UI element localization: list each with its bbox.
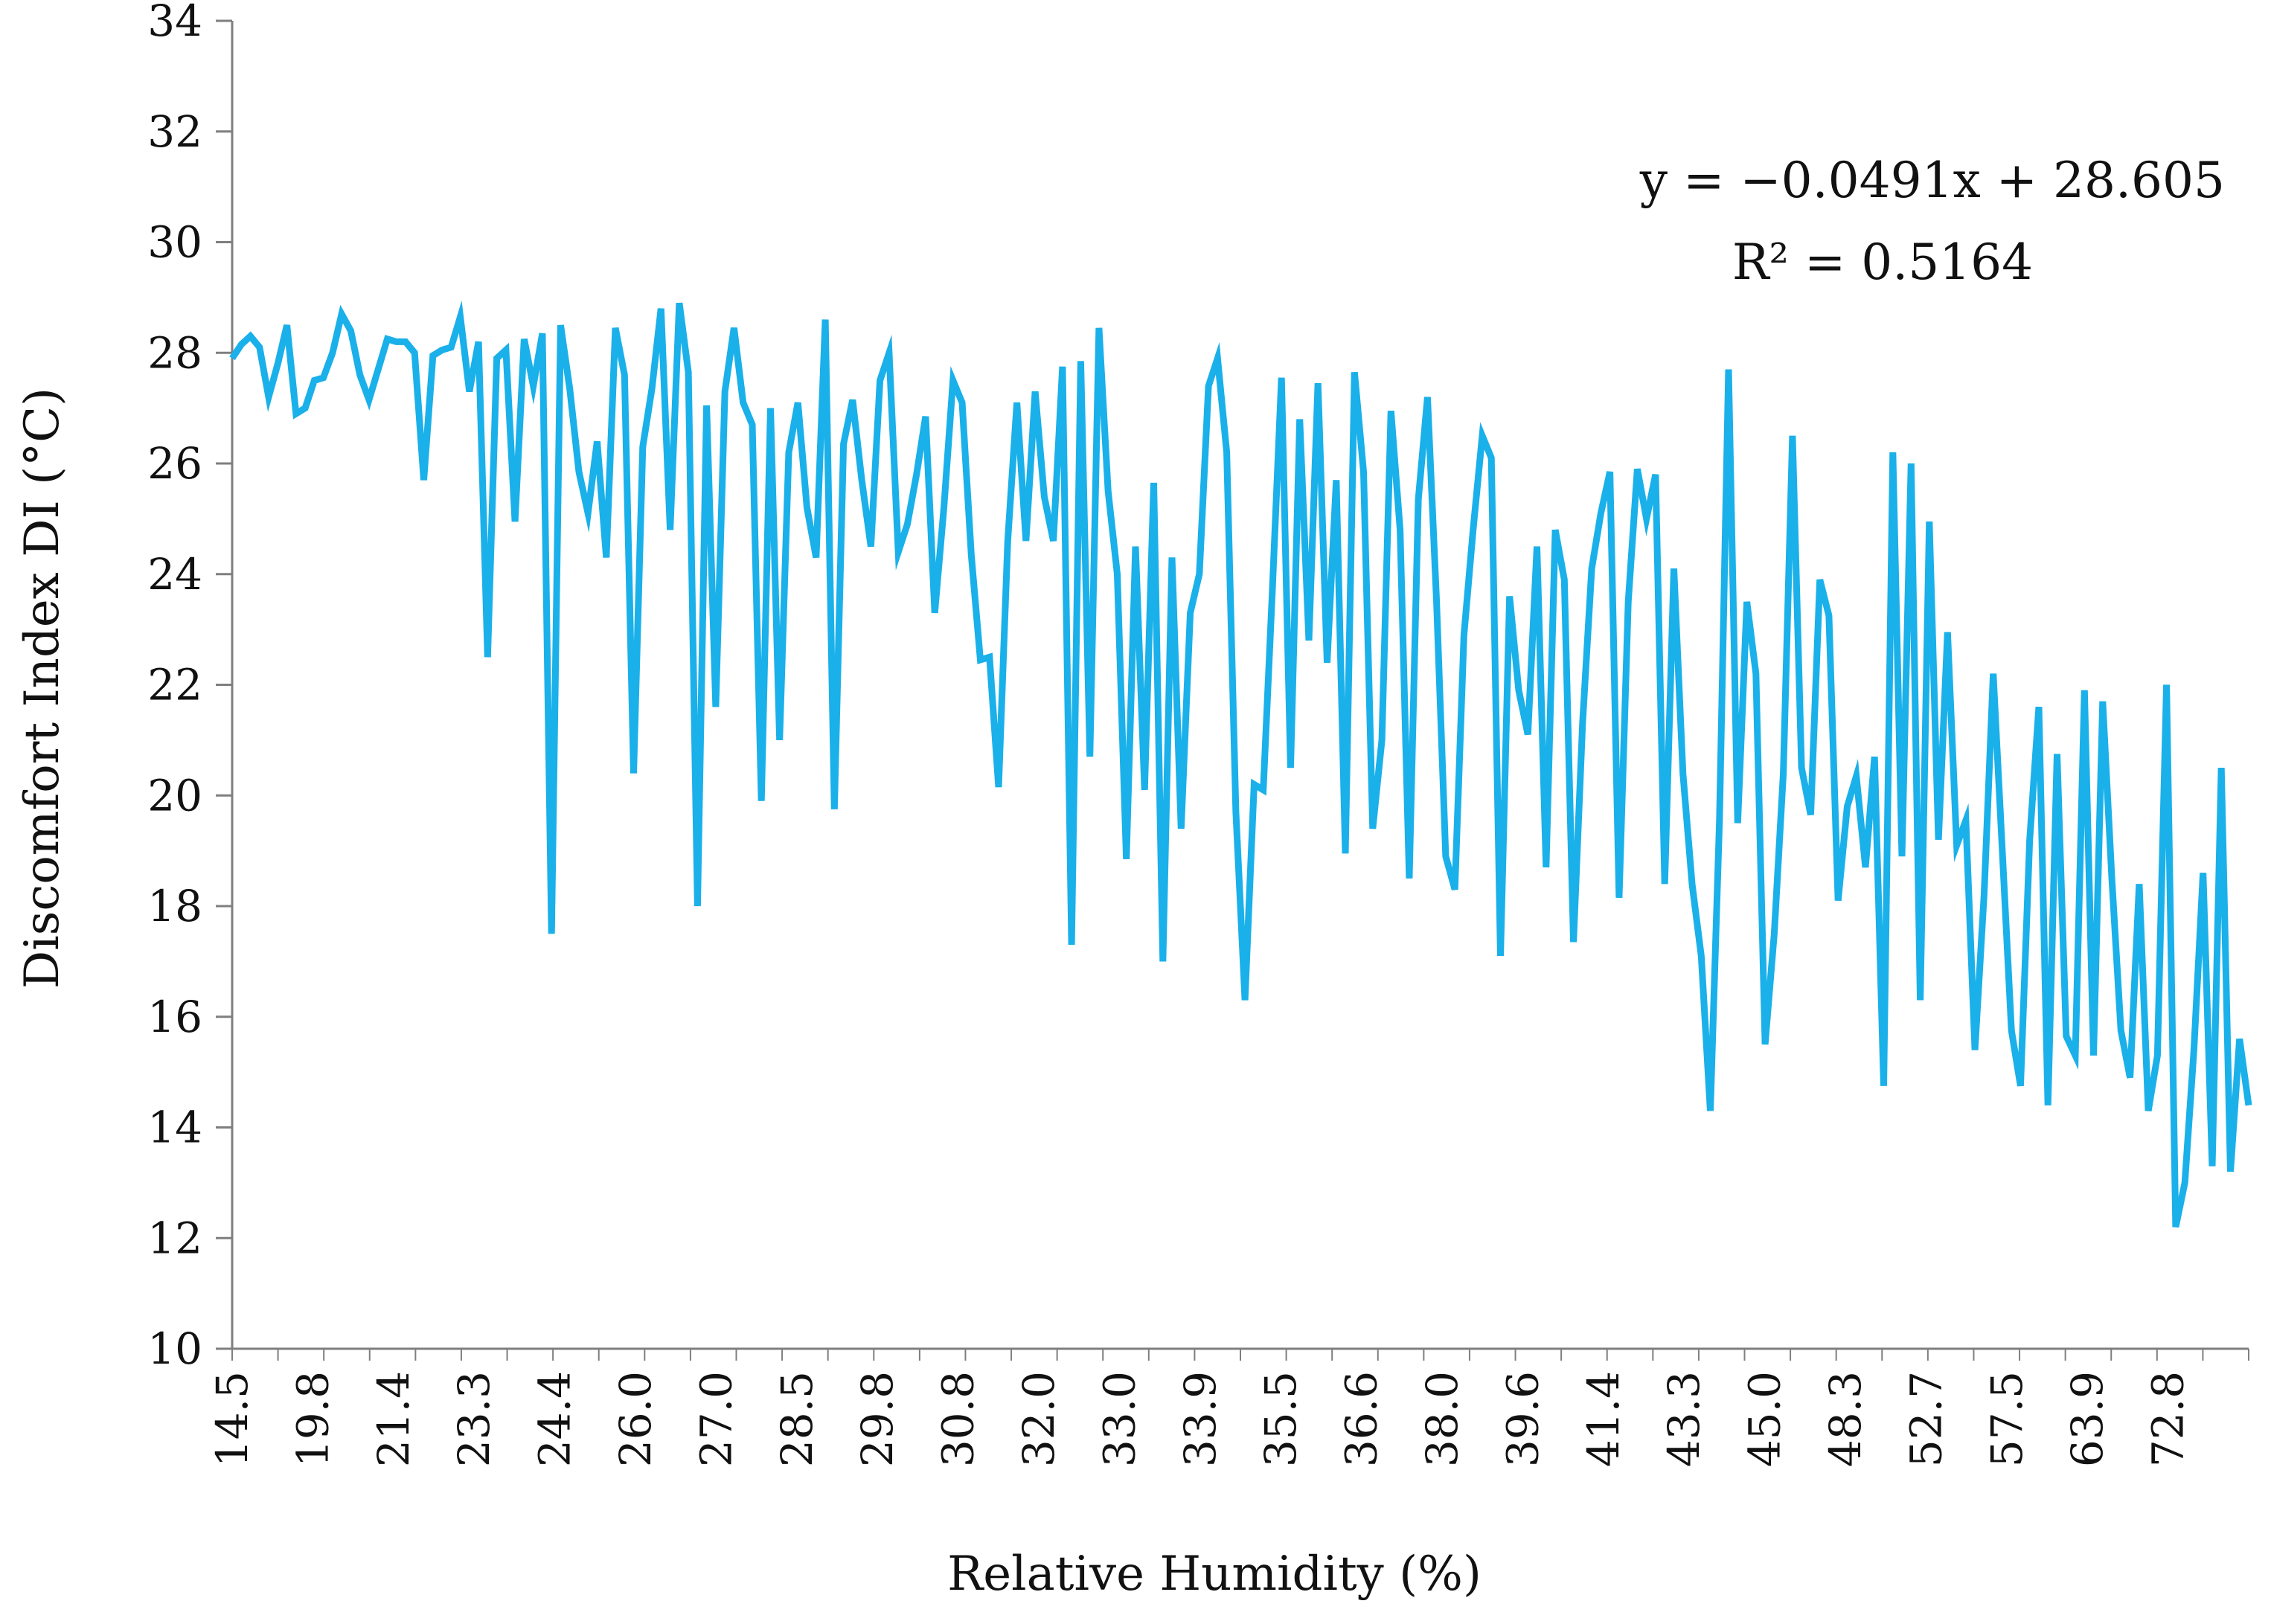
trendline-equation: y = −0.0491x + 28.605	[1639, 152, 2225, 209]
x-tick-label: 26.0	[610, 1371, 661, 1467]
y-tick-label: 14	[147, 1103, 202, 1153]
y-tick-label: 20	[147, 770, 202, 821]
y-tick-label: 26	[147, 438, 202, 489]
x-tick-label: 57.5	[1982, 1371, 2032, 1467]
y-tick-label: 34	[147, 0, 202, 46]
x-tick-label: 21.4	[368, 1371, 419, 1467]
x-axis-title: Relative Humidity (%)	[947, 1547, 1482, 1602]
x-tick-label: 52.7	[1900, 1371, 1951, 1467]
y-tick-label: 22	[147, 660, 202, 710]
x-tick-label: 72.8	[2143, 1371, 2194, 1467]
x-tick-label: 45.0	[1740, 1371, 1790, 1467]
series-layer	[229, 301, 2252, 1228]
y-tick-label: 28	[147, 327, 202, 378]
x-tick-label: 35.5	[1255, 1371, 1306, 1467]
x-tick-label: 29.8	[852, 1371, 903, 1467]
x-tick-label: 23.3	[449, 1371, 499, 1467]
x-tick-label: 14.5	[207, 1371, 257, 1467]
x-tick-label: 39.6	[1497, 1371, 1548, 1467]
x-tick-label: 33.0	[1094, 1371, 1144, 1467]
x-tick-label: 19.8	[287, 1371, 338, 1467]
x-tick-label: 41.4	[1578, 1371, 1629, 1467]
y-tick-label: 32	[147, 106, 202, 157]
y-tick-label: 30	[147, 217, 202, 268]
x-axis: 14.5 19.8 21.4 23.3 24.4 26.0 27.0 28.5 29.8 30.8…	[207, 1347, 2249, 1467]
y-tick-label: 18	[147, 881, 202, 931]
y-tick-label: 10	[147, 1323, 202, 1374]
x-tick-label: 63.9	[2062, 1371, 2113, 1467]
x-tick-label: 38.0	[1417, 1371, 1467, 1467]
x-tick-label: 36.6	[1336, 1371, 1387, 1467]
y-tick-label: 24	[147, 549, 202, 600]
x-tick-label: 27.0	[691, 1371, 741, 1467]
x-tick-label: 28.5	[772, 1371, 822, 1467]
y-axis: 10 12 14 16 18 20 22 24 26 28 30 32 34	[147, 0, 234, 1374]
x-tick-label: 32.0	[1013, 1371, 1064, 1467]
y-tick-label: 16	[147, 992, 202, 1042]
x-tick-label: 30.8	[933, 1371, 984, 1467]
y-axis-title: Discomfort Index DI (°C)	[15, 388, 70, 989]
x-tick-label: 33.9	[1175, 1371, 1226, 1467]
y-tick-label: 12	[147, 1213, 202, 1263]
x-tick-label: 24.4	[530, 1371, 580, 1467]
x-tick-label: 43.3	[1659, 1371, 1709, 1467]
series-line	[229, 301, 2252, 1228]
r-squared-label: R² = 0.5164	[1732, 234, 2033, 291]
x-tick-label: 48.3	[1820, 1371, 1871, 1467]
